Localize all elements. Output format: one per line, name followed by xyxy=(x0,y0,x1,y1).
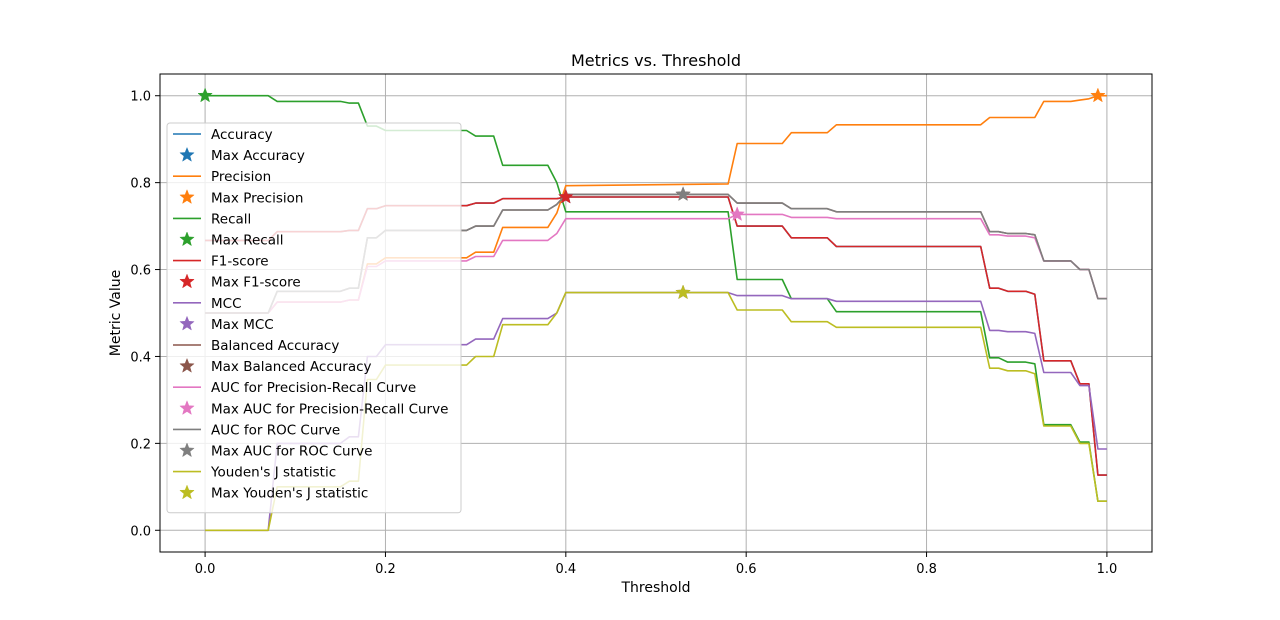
max-marker-recall xyxy=(197,87,213,103)
max-marker-f1-score xyxy=(558,188,574,204)
legend: Accuracy Max Accuracy Precision Max Precisi… xyxy=(166,122,462,514)
max-marker-youden-s-j-statistic xyxy=(675,284,691,300)
max-markers xyxy=(197,87,1106,300)
y-tick-label: 0.2 xyxy=(130,437,151,452)
legend-star-swatch xyxy=(179,400,195,415)
x-tick-label: 0.2 xyxy=(375,562,396,577)
legend-label: Accuracy xyxy=(211,127,273,143)
legend-star-swatch xyxy=(179,146,195,162)
legend-label: Max Precision xyxy=(211,190,303,206)
y-axis-label: Metric Value xyxy=(108,270,124,356)
legend-label: Recall xyxy=(211,211,251,227)
y-tick-label: 0.8 xyxy=(130,177,151,192)
legend-label: Max F1-score xyxy=(211,275,301,291)
legend-label: Max MCC xyxy=(211,317,274,333)
x-tick-label: 0.6 xyxy=(736,562,757,577)
x-tick-label: 0.4 xyxy=(555,562,576,577)
legend-star-swatch xyxy=(179,189,195,204)
axes-frame xyxy=(159,73,1153,553)
legend-box xyxy=(166,122,462,514)
legend-label: Max AUC for Precision-Recall Curve xyxy=(211,401,448,417)
x-tick-label: 1.0 xyxy=(1097,562,1118,577)
legend-label: Max Accuracy xyxy=(211,148,305,164)
legend-star-swatch xyxy=(179,484,195,500)
legend-label: Max Recall xyxy=(211,233,283,249)
legend-star-swatch xyxy=(179,357,195,373)
legend-star-swatch xyxy=(179,273,195,289)
y-tick-label: 1.0 xyxy=(130,90,151,105)
y-tick-label: 0.6 xyxy=(130,264,151,279)
x-tick-label: 0.0 xyxy=(195,562,216,577)
legend-label: AUC for Precision-Recall Curve xyxy=(211,380,416,396)
legend-label: AUC for ROC Curve xyxy=(211,422,340,438)
legend-label: MCC xyxy=(211,296,242,312)
series-line-recall xyxy=(205,94,1107,502)
x-axis-label: Threshold xyxy=(621,580,691,596)
x-tick-label: 0.8 xyxy=(916,562,937,577)
legend-label: Balanced Accuracy xyxy=(211,338,339,354)
max-marker-precision xyxy=(1090,87,1106,103)
legend-star-swatch xyxy=(179,315,195,331)
legend-label: Precision xyxy=(211,169,271,185)
legend-star-swatch xyxy=(179,231,195,247)
legend-star-swatch xyxy=(179,442,195,458)
chart-title: Metrics vs. Threshold xyxy=(571,51,741,70)
legend-label: Max Youden's J statistic xyxy=(211,486,368,502)
max-marker-auc-for-precision-recall-curve xyxy=(729,206,745,221)
max-marker-auc-for-roc-curve xyxy=(675,186,691,201)
legend-label: F1-score xyxy=(211,254,269,270)
y-tick-label: 0.4 xyxy=(130,350,151,365)
legend-label: Max AUC for ROC Curve xyxy=(211,444,372,460)
legend-label: Youden's J statistic xyxy=(210,465,336,481)
ticks: 0.0 0.2 0.4 0.6 0.8 1.0 0.0 0.2 0.4 0.6 0.8 1.0 xyxy=(130,90,1117,577)
legend-label: Max Balanced Accuracy xyxy=(211,359,372,375)
y-tick-label: 0.0 xyxy=(130,524,151,539)
